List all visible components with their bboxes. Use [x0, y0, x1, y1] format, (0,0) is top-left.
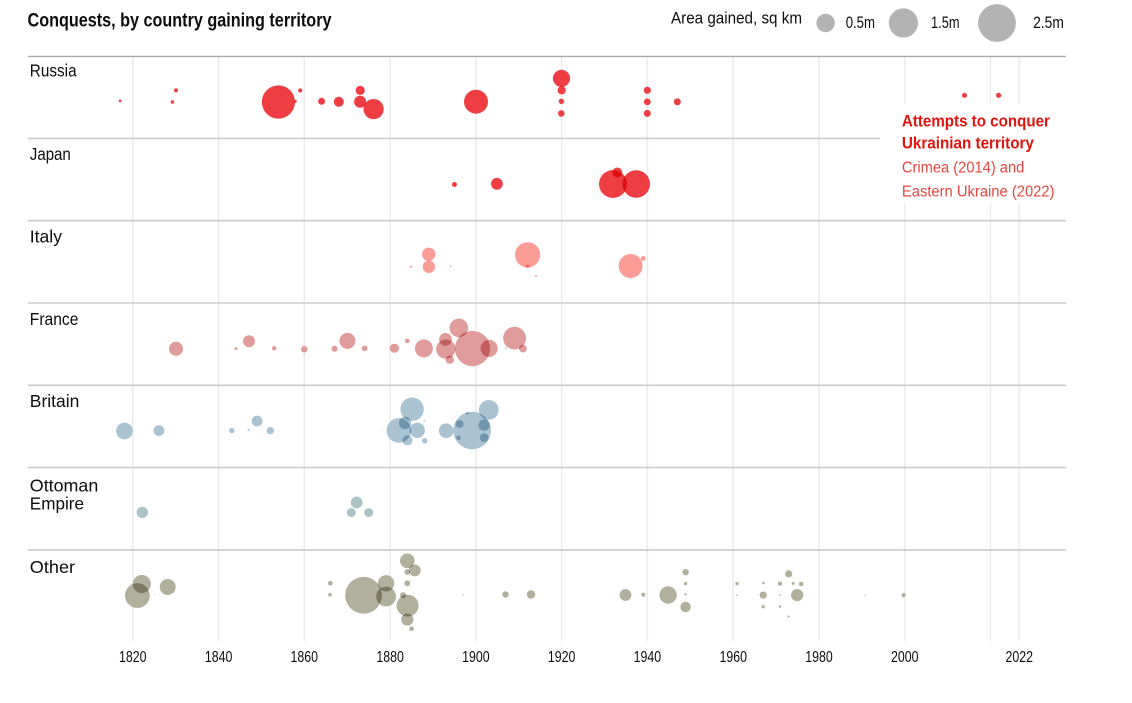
svg-text:Crimea (2014) and: Crimea (2014) and: [902, 160, 1024, 177]
svg-text:Eastern Ukraine (2022): Eastern Ukraine (2022): [902, 184, 1055, 201]
svg-text:0.5m: 0.5m: [846, 14, 875, 32]
svg-text:1860: 1860: [291, 649, 319, 666]
svg-text:1840: 1840: [205, 649, 233, 666]
svg-text:1980: 1980: [805, 649, 833, 666]
svg-text:1920: 1920: [548, 649, 576, 666]
svg-text:2.5m: 2.5m: [1033, 14, 1064, 32]
svg-text:Britain: Britain: [30, 391, 80, 411]
svg-text:2022: 2022: [1006, 649, 1034, 666]
svg-text:Other: Other: [30, 557, 75, 577]
svg-text:Attempts to conquer: Attempts to conquer: [902, 112, 1050, 131]
svg-text:Area gained, sq km: Area gained, sq km: [671, 9, 802, 28]
svg-text:1.5m: 1.5m: [931, 14, 960, 32]
svg-text:Ottoman: Ottoman: [30, 476, 99, 496]
svg-text:1820: 1820: [119, 649, 147, 666]
svg-text:Empire: Empire: [30, 494, 84, 514]
svg-text:1960: 1960: [719, 649, 747, 666]
svg-text:Russia: Russia: [30, 61, 77, 81]
svg-text:Conquests, by country gaining: Conquests, by country gaining territory: [28, 11, 332, 32]
svg-text:Japan: Japan: [30, 144, 71, 164]
svg-text:Ukrainian territory: Ukrainian territory: [902, 134, 1034, 153]
svg-text:2000: 2000: [891, 649, 919, 666]
svg-text:1900: 1900: [462, 649, 490, 666]
svg-text:1940: 1940: [634, 649, 662, 666]
svg-text:1880: 1880: [376, 649, 404, 666]
svg-text:France: France: [30, 309, 79, 329]
svg-text:Italy: Italy: [30, 226, 62, 246]
